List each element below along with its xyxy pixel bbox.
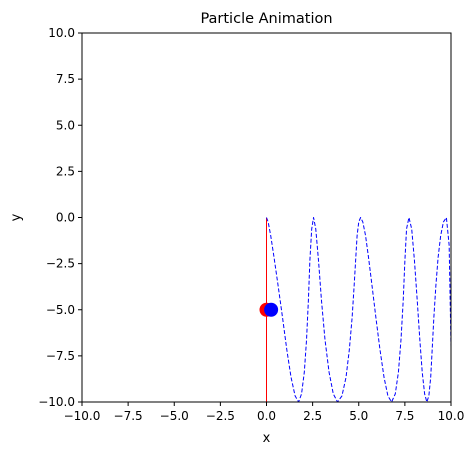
y-tick-label: −2.5 — [46, 257, 75, 271]
x-tick-label: 7.5 — [395, 409, 414, 423]
x-tick-label: 2.5 — [303, 409, 322, 423]
y-tick-label: 5.0 — [56, 118, 75, 132]
x-tick-label: −7.5 — [114, 409, 143, 423]
x-tick-label: −2.5 — [206, 409, 235, 423]
y-tick-label: −7.5 — [46, 349, 75, 363]
y-tick-label: 0.0 — [56, 211, 75, 225]
y-tick-label: −5.0 — [46, 303, 75, 317]
x-axis: −10.0 −7.5 −5.0 −2.5 0.0 2.5 5.0 7.5 10.0 — [64, 402, 465, 423]
x-tick-label: 5.0 — [349, 409, 368, 423]
y-tick-label: 7.5 — [56, 72, 75, 86]
plot-area — [259, 217, 451, 402]
chart-title: Particle Animation — [200, 11, 332, 27]
y-axis: −10.0 −7.5 −5.0 −2.5 0.0 2.5 5.0 7.5 10.0 — [38, 26, 82, 409]
x-tick-label: −5.0 — [160, 409, 189, 423]
x-tick-label: −10.0 — [64, 409, 101, 423]
x-axis-label: x — [263, 431, 271, 446]
y-tick-label: 2.5 — [56, 164, 75, 178]
x-tick-label: 0.0 — [257, 409, 276, 423]
blue-particle-marker — [264, 302, 279, 317]
x-tick-label: 10.0 — [438, 409, 465, 423]
dashed-trajectory-line — [266, 217, 451, 402]
y-tick-label: −10.0 — [38, 395, 75, 409]
y-tick-label: 10.0 — [48, 26, 75, 40]
y-axis-label: y — [9, 213, 24, 221]
